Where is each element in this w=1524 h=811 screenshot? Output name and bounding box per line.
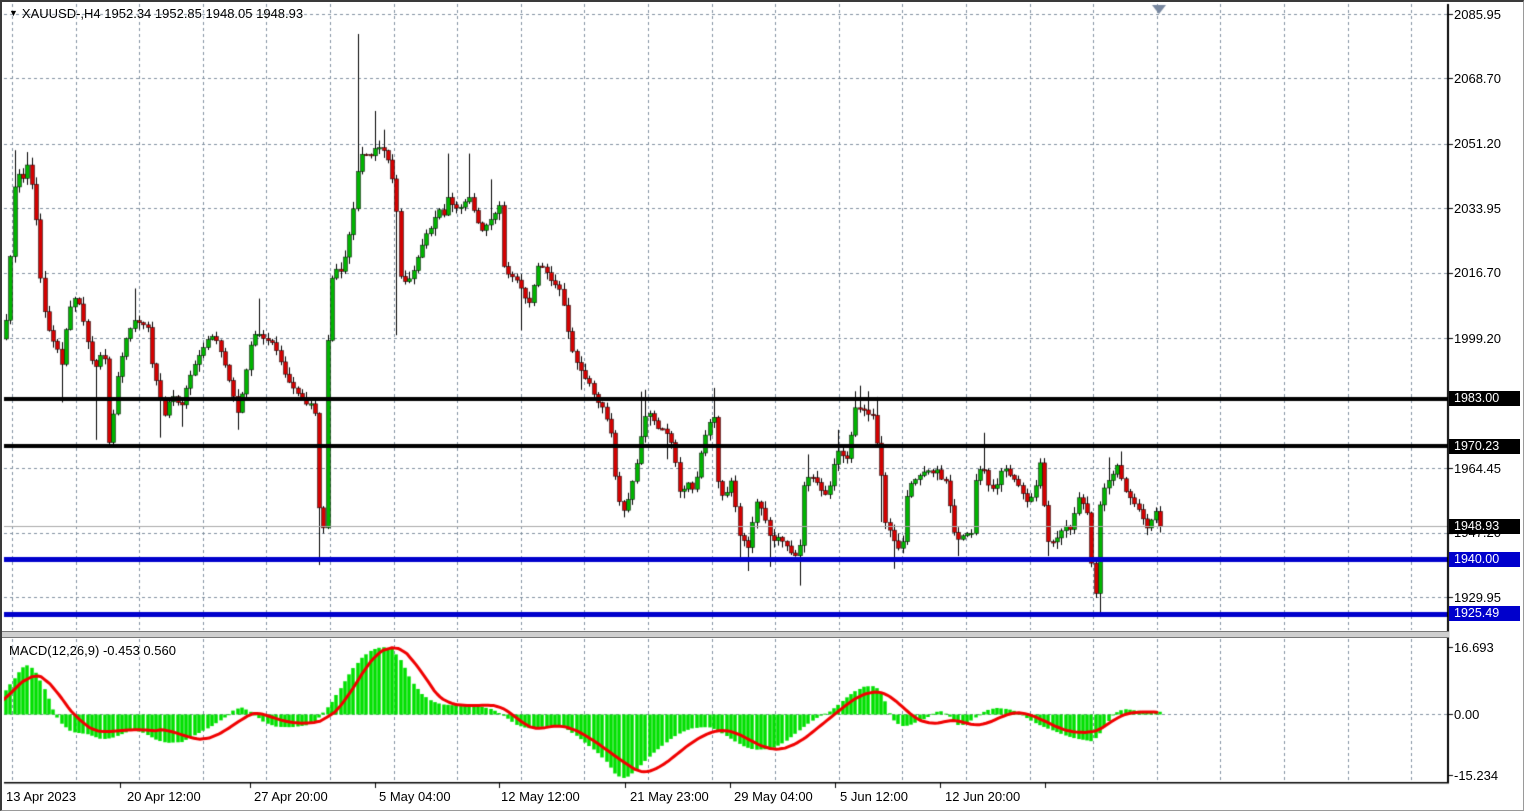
date-axis-label: 27 Apr 20:00 xyxy=(254,789,328,804)
macd-axis-label: 16.693 xyxy=(1454,639,1494,655)
price-line-badge: 1983.00 xyxy=(1449,391,1520,407)
date-axis-label: 20 Apr 12:00 xyxy=(127,789,201,804)
panel-splitter[interactable] xyxy=(2,631,1449,638)
price-axis-label: 2068.70 xyxy=(1454,70,1501,86)
symbol-timeframe-label: XAUUSD-,H4 xyxy=(21,6,101,21)
symbol-dropdown-icon[interactable]: ▼ xyxy=(9,8,18,18)
price-line-badge: 1948.93 xyxy=(1449,518,1520,534)
macd-axis-label: -15.234 xyxy=(1454,767,1499,783)
price-line-badge: 1940.00 xyxy=(1449,551,1520,567)
date-axis-label: 12 May 12:00 xyxy=(501,789,580,804)
price-axis-label: 1999.20 xyxy=(1454,330,1501,346)
price-line-badge: 1970.23 xyxy=(1449,438,1520,454)
price-line-badge: 1925.49 xyxy=(1449,606,1520,622)
date-axis-label: 5 Jun 12:00 xyxy=(840,789,908,804)
macd-indicator-label: MACD(12,26,9) xyxy=(9,643,100,658)
price-axis-label: 2033.95 xyxy=(1454,200,1501,216)
date-axis-label: 13 Apr 2023 xyxy=(6,789,77,804)
macd-header: MACD(12,26,9) -0.453 0.560 xyxy=(9,643,176,658)
price-axis-label: 2051.20 xyxy=(1454,136,1501,152)
date-axis-label: 12 Jun 20:00 xyxy=(945,789,1021,804)
ohlc-quotes-label: 1952.34 1952.85 1948.05 1948.93 xyxy=(104,6,304,21)
price-axis-label: 1929.95 xyxy=(1454,589,1501,605)
symbol-header: ▼ XAUUSD-,H4 1952.34 1952.85 1948.05 1948… xyxy=(9,6,303,21)
date-axis-label: 5 May 04:00 xyxy=(379,789,451,804)
date-axis-label: 21 May 23:00 xyxy=(630,789,709,804)
date-axis-label: 29 May 04:00 xyxy=(734,789,813,804)
price-axis-label: 2085.95 xyxy=(1454,6,1501,22)
price-axis-label: 2016.70 xyxy=(1454,265,1501,281)
macd-axis-label: 0.00 xyxy=(1454,706,1480,722)
macd-values-label: -0.453 0.560 xyxy=(102,643,176,658)
price-axis-label: 1964.45 xyxy=(1454,460,1501,476)
